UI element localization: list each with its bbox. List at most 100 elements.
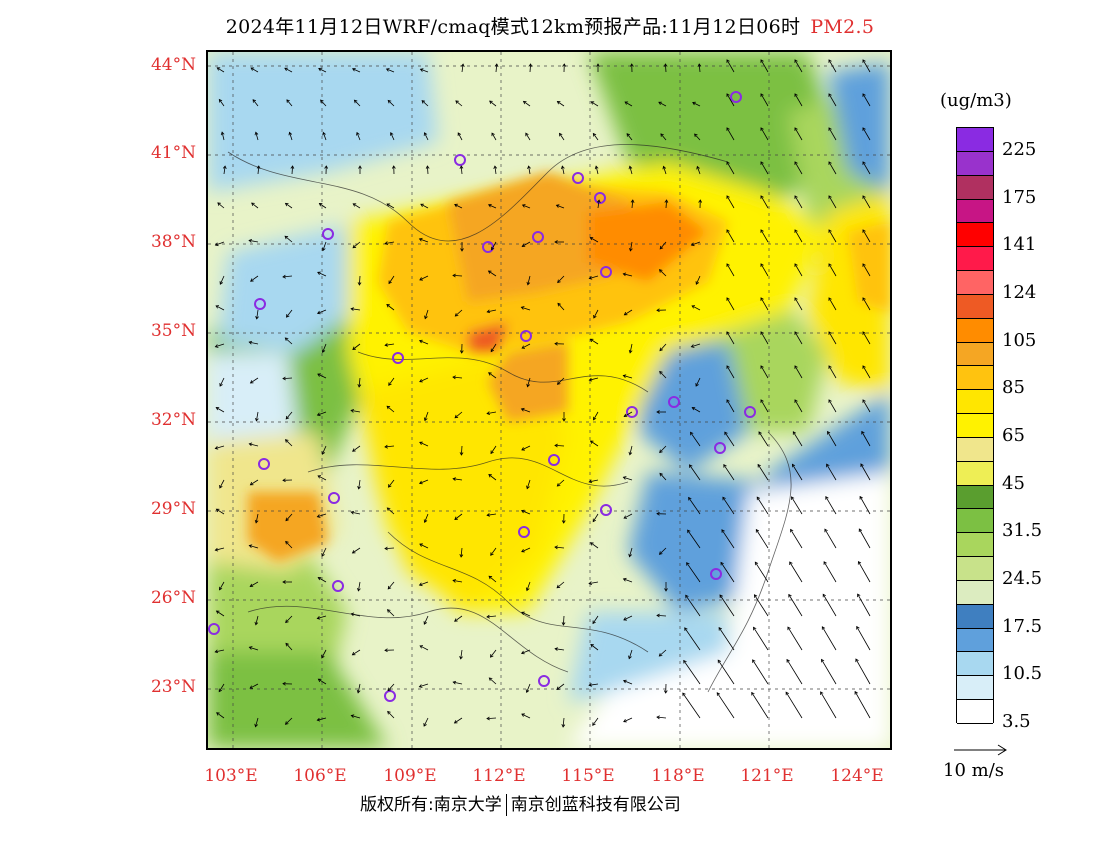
wind-arrow-head (486, 411, 491, 415)
wind-arrow-head (526, 485, 530, 490)
wind-arrow (215, 547, 225, 551)
wind-arrow-head (254, 131, 259, 136)
wind-arrow-head (316, 310, 321, 315)
copyright-text: 版权所有:南京大学 (360, 795, 502, 815)
wind-arrow-head (562, 418, 566, 422)
wind-arrow-head (282, 478, 286, 483)
wind-arrow (249, 240, 259, 243)
wind-arrow-head (854, 690, 858, 695)
wind-arrow (589, 479, 599, 483)
wind-arrow (562, 717, 565, 728)
wind-arrow-head (828, 229, 832, 233)
wind-arrow-head (592, 722, 596, 726)
wind-arrow (490, 649, 497, 658)
wind-arrow (726, 127, 735, 141)
wind-arrow (694, 133, 701, 141)
wind-arrow (826, 463, 837, 481)
wind-arrow (659, 343, 667, 351)
wind-arrow-head (789, 561, 793, 565)
lat-label-38: 38°N (150, 232, 196, 252)
wind-arrow (420, 203, 429, 209)
wind-arrow (821, 626, 837, 651)
wind-arrow (219, 581, 225, 590)
wind-arrow-head (656, 511, 660, 516)
wind-arrow-head (718, 626, 722, 631)
wind-arrow (317, 411, 327, 416)
legend-swatch (957, 294, 993, 319)
wind-arrow-head (760, 59, 764, 63)
wind-arrow (322, 132, 327, 141)
wind-arrow (494, 166, 497, 175)
pollutant-label: PM2.5 (810, 16, 875, 38)
wind-arrow-head (626, 133, 631, 137)
city-marker (600, 504, 612, 516)
wind-arrow-head (690, 242, 695, 247)
wind-arrow (751, 692, 769, 719)
wind-arrow-head (663, 63, 668, 67)
legend-swatch (957, 366, 993, 391)
wind-arrow (385, 343, 395, 346)
wind-arrow-head (855, 658, 859, 663)
wind-arrow (726, 365, 735, 379)
wind-arrow-head (557, 302, 561, 307)
wind-arrow-head (794, 399, 798, 403)
wind-arrow (352, 68, 361, 73)
wind-arrow-head (520, 306, 525, 310)
wind-arrow-head (423, 417, 428, 422)
wind-arrow (255, 717, 259, 727)
wind-arrow-head (592, 620, 596, 625)
wind-arrow-head (282, 376, 286, 381)
lon-label-109: 109°E (383, 766, 437, 786)
wind-arrow-head (557, 279, 561, 284)
wind-arrow-head (690, 431, 694, 436)
wind-arrow-head (792, 463, 796, 468)
wind-arrow-head (719, 594, 723, 599)
wind-arrow (216, 508, 225, 515)
wind-arrow-head (862, 161, 866, 165)
wind-arrow-head (691, 305, 696, 309)
wind-arrow (691, 241, 701, 246)
wind-arrow-head (316, 717, 321, 722)
wind-arrow (321, 445, 327, 455)
wind-arrow-head (656, 715, 660, 720)
wind-arrow-head (698, 199, 703, 203)
wind-arrow (820, 691, 837, 719)
wind-arrow-head (284, 235, 289, 240)
wind-arrow (827, 431, 837, 447)
city-marker (392, 352, 404, 364)
wind-arrow (521, 611, 531, 617)
wind-arrow-head (219, 281, 224, 285)
wind-arrow-head (321, 247, 326, 252)
wind-arrow (726, 195, 735, 209)
wind-arrow-head (255, 316, 259, 320)
wind-arrow (358, 581, 361, 591)
wind-arrow (291, 165, 293, 175)
wind-arrow (495, 63, 498, 73)
wind-arrow-head (663, 690, 668, 694)
wind-arrow (487, 513, 497, 516)
wind-arrow (786, 659, 803, 685)
wind-arrow-head (624, 101, 629, 105)
wind-arrow-head (316, 514, 321, 518)
wind-arrow (557, 377, 565, 385)
wind-arrow-head (491, 132, 495, 137)
wind-arrow (249, 545, 259, 549)
wind-arrow-head (487, 270, 492, 274)
wind-arrow-head (423, 132, 428, 136)
wind-arrow (352, 649, 361, 656)
wind-arrow-head (452, 375, 456, 380)
wind-arrow (828, 161, 837, 175)
city-marker (668, 396, 680, 408)
wind-arrow (624, 411, 633, 417)
wind-arrow-head (623, 718, 627, 723)
wind-arrow-head (726, 127, 730, 131)
wind-arrow (521, 713, 531, 719)
wind-arrow-head (219, 484, 223, 489)
wind-arrow-head (521, 243, 526, 247)
wind-arrow (592, 615, 599, 624)
wind-arrow (554, 445, 565, 447)
wind-arrow (790, 529, 803, 549)
wind-arrow-head (757, 463, 761, 468)
wind-arrow-head (386, 203, 391, 207)
wind-arrow-head (419, 543, 423, 547)
